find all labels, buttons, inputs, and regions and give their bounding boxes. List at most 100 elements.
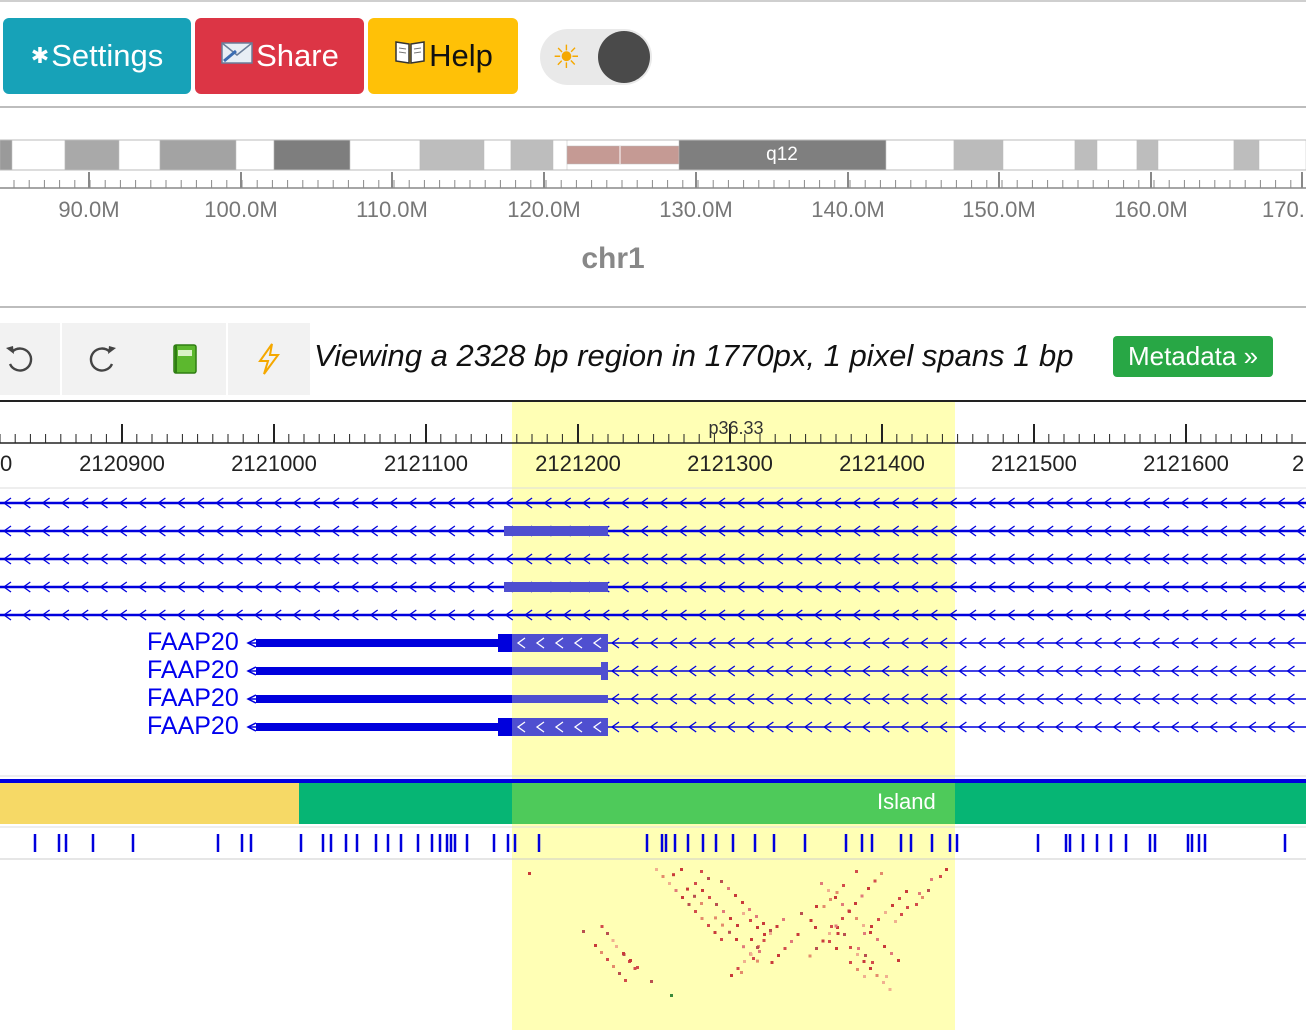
ld-cell [748,908,751,911]
strand-arrow [388,581,398,593]
strand-arrow [938,637,948,649]
ld-cell [750,938,753,941]
metadata-button[interactable]: Metadata » [1113,336,1273,377]
strand-arrow [852,581,861,593]
strand-arrow [1218,553,1228,565]
chromosome-ideogram[interactable] [0,0,1306,200]
strand-arrow [2,525,12,537]
strand-arrow [1131,721,1141,733]
strand-arrow [369,581,379,593]
strand-arrow [977,665,987,677]
strand-arrow [1122,553,1131,565]
strand-arrow [1102,525,1112,537]
help-button[interactable]: Help [368,18,518,94]
highlighted-region[interactable] [512,402,955,1030]
strand-arrow [987,581,996,593]
ideogram-tick-label: 90.0M [58,197,120,222]
ld-cell [884,911,887,914]
strand-arrow [330,525,340,537]
strand-arrow [215,497,224,509]
strand-arrow [832,581,842,593]
ld-cell [594,944,597,947]
strand-arrow [1112,693,1122,705]
ld-cell [734,894,737,897]
strand-arrow [137,497,147,509]
strand-arrow [369,525,379,537]
strand-arrow [765,637,774,649]
strand-arrow [1112,721,1122,733]
ld-cell [636,966,639,969]
strand-arrow [350,581,359,593]
ideogram-tick-label: 130.0M [659,197,733,222]
strand-arrow [736,581,745,593]
strand-arrow [1286,693,1295,705]
strand-arrow [630,693,639,705]
strand-arrow [610,637,620,649]
ld-cell [869,967,872,970]
strand-arrow [446,525,456,537]
strand-arrow [726,721,736,733]
strand-arrow [253,581,263,593]
strand-arrow [1170,665,1180,677]
undo-button[interactable] [0,323,60,395]
strand-arrow [176,609,186,621]
strand-arrow [1035,721,1044,733]
strand-arrow [157,497,166,509]
cpg-shore[interactable] [0,783,299,824]
ideogram-band [159,139,237,171]
ld-cell [769,929,772,932]
strand-arrow [350,553,359,565]
strand-arrow [649,637,658,649]
strand-arrow [1016,637,1025,649]
ld-cell [735,938,738,941]
strand-arrow [668,693,678,705]
gene-label[interactable]: FAAP20 [147,656,239,684]
strand-arrow [668,665,678,677]
strand-arrow [1160,525,1170,537]
exon [504,526,608,536]
strand-arrow [823,637,832,649]
strand-arrow [630,721,639,733]
ld-cell [939,875,942,878]
ld-cell [790,940,793,943]
strand-arrow [958,665,967,677]
gene-label[interactable]: FAAP20 [147,628,239,656]
strand-arrow [784,637,794,649]
ld-cell [834,896,837,899]
strand-arrow [697,581,707,593]
gene-label[interactable]: FAAP20 [147,712,239,740]
ld-cell [756,926,759,929]
strand-arrow [987,609,996,621]
share-button[interactable]: Share [195,18,364,94]
settings-button[interactable]: ✱ Settings [3,18,191,94]
strand-arrow [581,609,591,621]
strand-arrow [659,553,668,565]
ld-cell [720,938,723,941]
strand-arrow [1218,609,1228,621]
redo-button[interactable] [62,323,144,395]
gene-label[interactable]: FAAP20 [147,684,239,712]
quick-action-button[interactable] [228,323,310,395]
strand-arrow [234,581,243,593]
theme-toggle[interactable]: ☀ [540,29,652,85]
book-button[interactable] [144,323,226,395]
strand-arrow [1295,497,1305,509]
strand-arrow [871,609,880,621]
ideogram-tick-label: 150.0M [962,197,1036,222]
strand-arrow [803,637,813,649]
ld-cell [834,924,838,928]
ld-cell [876,938,879,941]
strand-arrow [832,609,842,621]
ld-cell [927,889,930,892]
strand-arrow [948,497,958,509]
ld-cell [694,910,697,913]
strand-arrow [1045,609,1054,621]
strand-arrow [1238,553,1247,565]
strand-arrow [1257,525,1266,537]
strand-arrow [427,609,436,621]
strand-arrow [620,553,629,565]
strand-arrow [195,497,205,509]
strand-arrow [1218,497,1228,509]
strand-arrow [967,581,977,593]
ideogram-band [1258,139,1306,171]
